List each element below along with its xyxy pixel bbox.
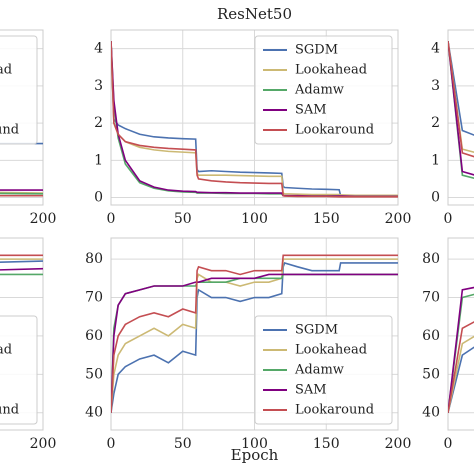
x-tick-label: 200 xyxy=(30,211,57,227)
series-line xyxy=(448,286,474,413)
plot-frame xyxy=(447,29,474,206)
legend-box xyxy=(254,35,393,145)
y-tick-label: 80 xyxy=(422,251,440,267)
y-tick-label: 0 xyxy=(431,190,440,206)
legend-label: Lookaround xyxy=(295,123,374,138)
series-line xyxy=(448,346,474,413)
series-line xyxy=(448,41,474,136)
legend-label: Lookaround xyxy=(0,123,19,138)
x-tick-label: 0 xyxy=(107,211,116,227)
legend: SGDM Lookahead Adamw SAM Lookaround xyxy=(254,35,393,145)
series-line xyxy=(111,261,398,413)
legend: SGDM Lookahead Adamw SAM Lookaround xyxy=(254,315,393,425)
legend-label: Adamw xyxy=(294,363,344,378)
x-axis-label: Epoch xyxy=(231,446,279,464)
legend-label: SGDM xyxy=(295,43,338,58)
x-tick-label: 0 xyxy=(444,211,453,227)
x-tick-label: 50 xyxy=(174,211,192,227)
y-tick-label: 2 xyxy=(94,115,103,131)
y-tick-label: 70 xyxy=(422,290,440,306)
plot-frame xyxy=(110,237,399,431)
panel: 01234050100150200SGDMLookaheadAdamwSAMLo… xyxy=(431,29,474,227)
y-tick-label: 40 xyxy=(422,405,440,421)
panel: 4050607080050100150200SGDMLookaheadAdamw… xyxy=(422,237,474,452)
y-tick-label: 70 xyxy=(85,290,103,306)
y-tick-label: 1 xyxy=(431,152,440,168)
plot-frame xyxy=(0,29,44,206)
plot-frame xyxy=(447,237,474,431)
legend-label: Lookahead xyxy=(295,343,367,358)
x-tick-label: 150 xyxy=(313,211,340,227)
x-tick-label: 150 xyxy=(313,436,340,452)
legend-label: SAM xyxy=(295,103,327,118)
lines xyxy=(448,286,474,413)
legend-box xyxy=(0,315,38,425)
lines xyxy=(448,41,474,180)
x-tick-label: 100 xyxy=(241,436,268,452)
y-tick-label: 2 xyxy=(431,115,440,131)
plot-frame xyxy=(110,29,399,206)
x-tick-label: 200 xyxy=(30,436,57,452)
legend-label: Lookaround xyxy=(0,403,19,418)
series-line xyxy=(448,321,474,413)
x-tick-label: 50 xyxy=(174,436,192,452)
lines xyxy=(111,254,398,413)
panel: 4050607080050100150200SGDMLookaheadAdamw… xyxy=(0,237,57,452)
y-tick-label: 0 xyxy=(94,190,103,206)
y-tick-label: 3 xyxy=(431,78,440,94)
legend-box xyxy=(254,315,393,425)
panel: 01234050100150200SGDMLookaheadAdamwSAMLo… xyxy=(0,29,57,227)
legend-label: Lookahead xyxy=(0,63,12,78)
series-line xyxy=(448,41,474,176)
series-line xyxy=(111,258,398,413)
y-tick-label: 50 xyxy=(85,366,103,382)
x-tick-label: 0 xyxy=(107,436,116,452)
series-line xyxy=(111,41,398,197)
lines xyxy=(111,41,398,198)
y-tick-label: 60 xyxy=(85,328,103,344)
y-tick-label: 60 xyxy=(422,328,440,344)
legend-label: Lookahead xyxy=(295,63,367,78)
legend-box xyxy=(0,35,38,145)
chart-title: ResNet50 xyxy=(217,5,292,23)
x-tick-label: 100 xyxy=(241,211,268,227)
series-line xyxy=(448,335,474,413)
series-line xyxy=(111,254,398,413)
legend-label: Adamw xyxy=(294,83,344,98)
y-tick-label: 50 xyxy=(422,366,440,382)
y-tick-label: 80 xyxy=(85,251,103,267)
y-tick-label: 40 xyxy=(85,405,103,421)
panel: 40 50 60 70 80 0 50 100 150 200 Epoch SGDM Lookahead… xyxy=(85,237,412,464)
plot-frame xyxy=(0,237,44,431)
y-tick-label: 3 xyxy=(94,78,103,94)
series-line xyxy=(448,41,474,158)
legend-label: SGDM xyxy=(295,323,338,338)
y-tick-label: 1 xyxy=(94,152,103,168)
legend-label: SAM xyxy=(295,383,327,398)
x-tick-label: 0 xyxy=(444,436,453,452)
x-tick-label: 200 xyxy=(385,436,412,452)
legend-label: Lookahead xyxy=(0,343,12,358)
y-tick-label: 4 xyxy=(94,41,103,57)
y-tick-label: 4 xyxy=(431,41,440,57)
series-line xyxy=(111,273,398,413)
legend-label: Lookaround xyxy=(295,403,374,418)
panel: 0 1 2 3 4 0 50 100 150 200 ResNet50 SGDM Lookahead Ad… xyxy=(94,5,411,227)
x-tick-label: 200 xyxy=(385,211,412,227)
series-line xyxy=(111,41,398,198)
